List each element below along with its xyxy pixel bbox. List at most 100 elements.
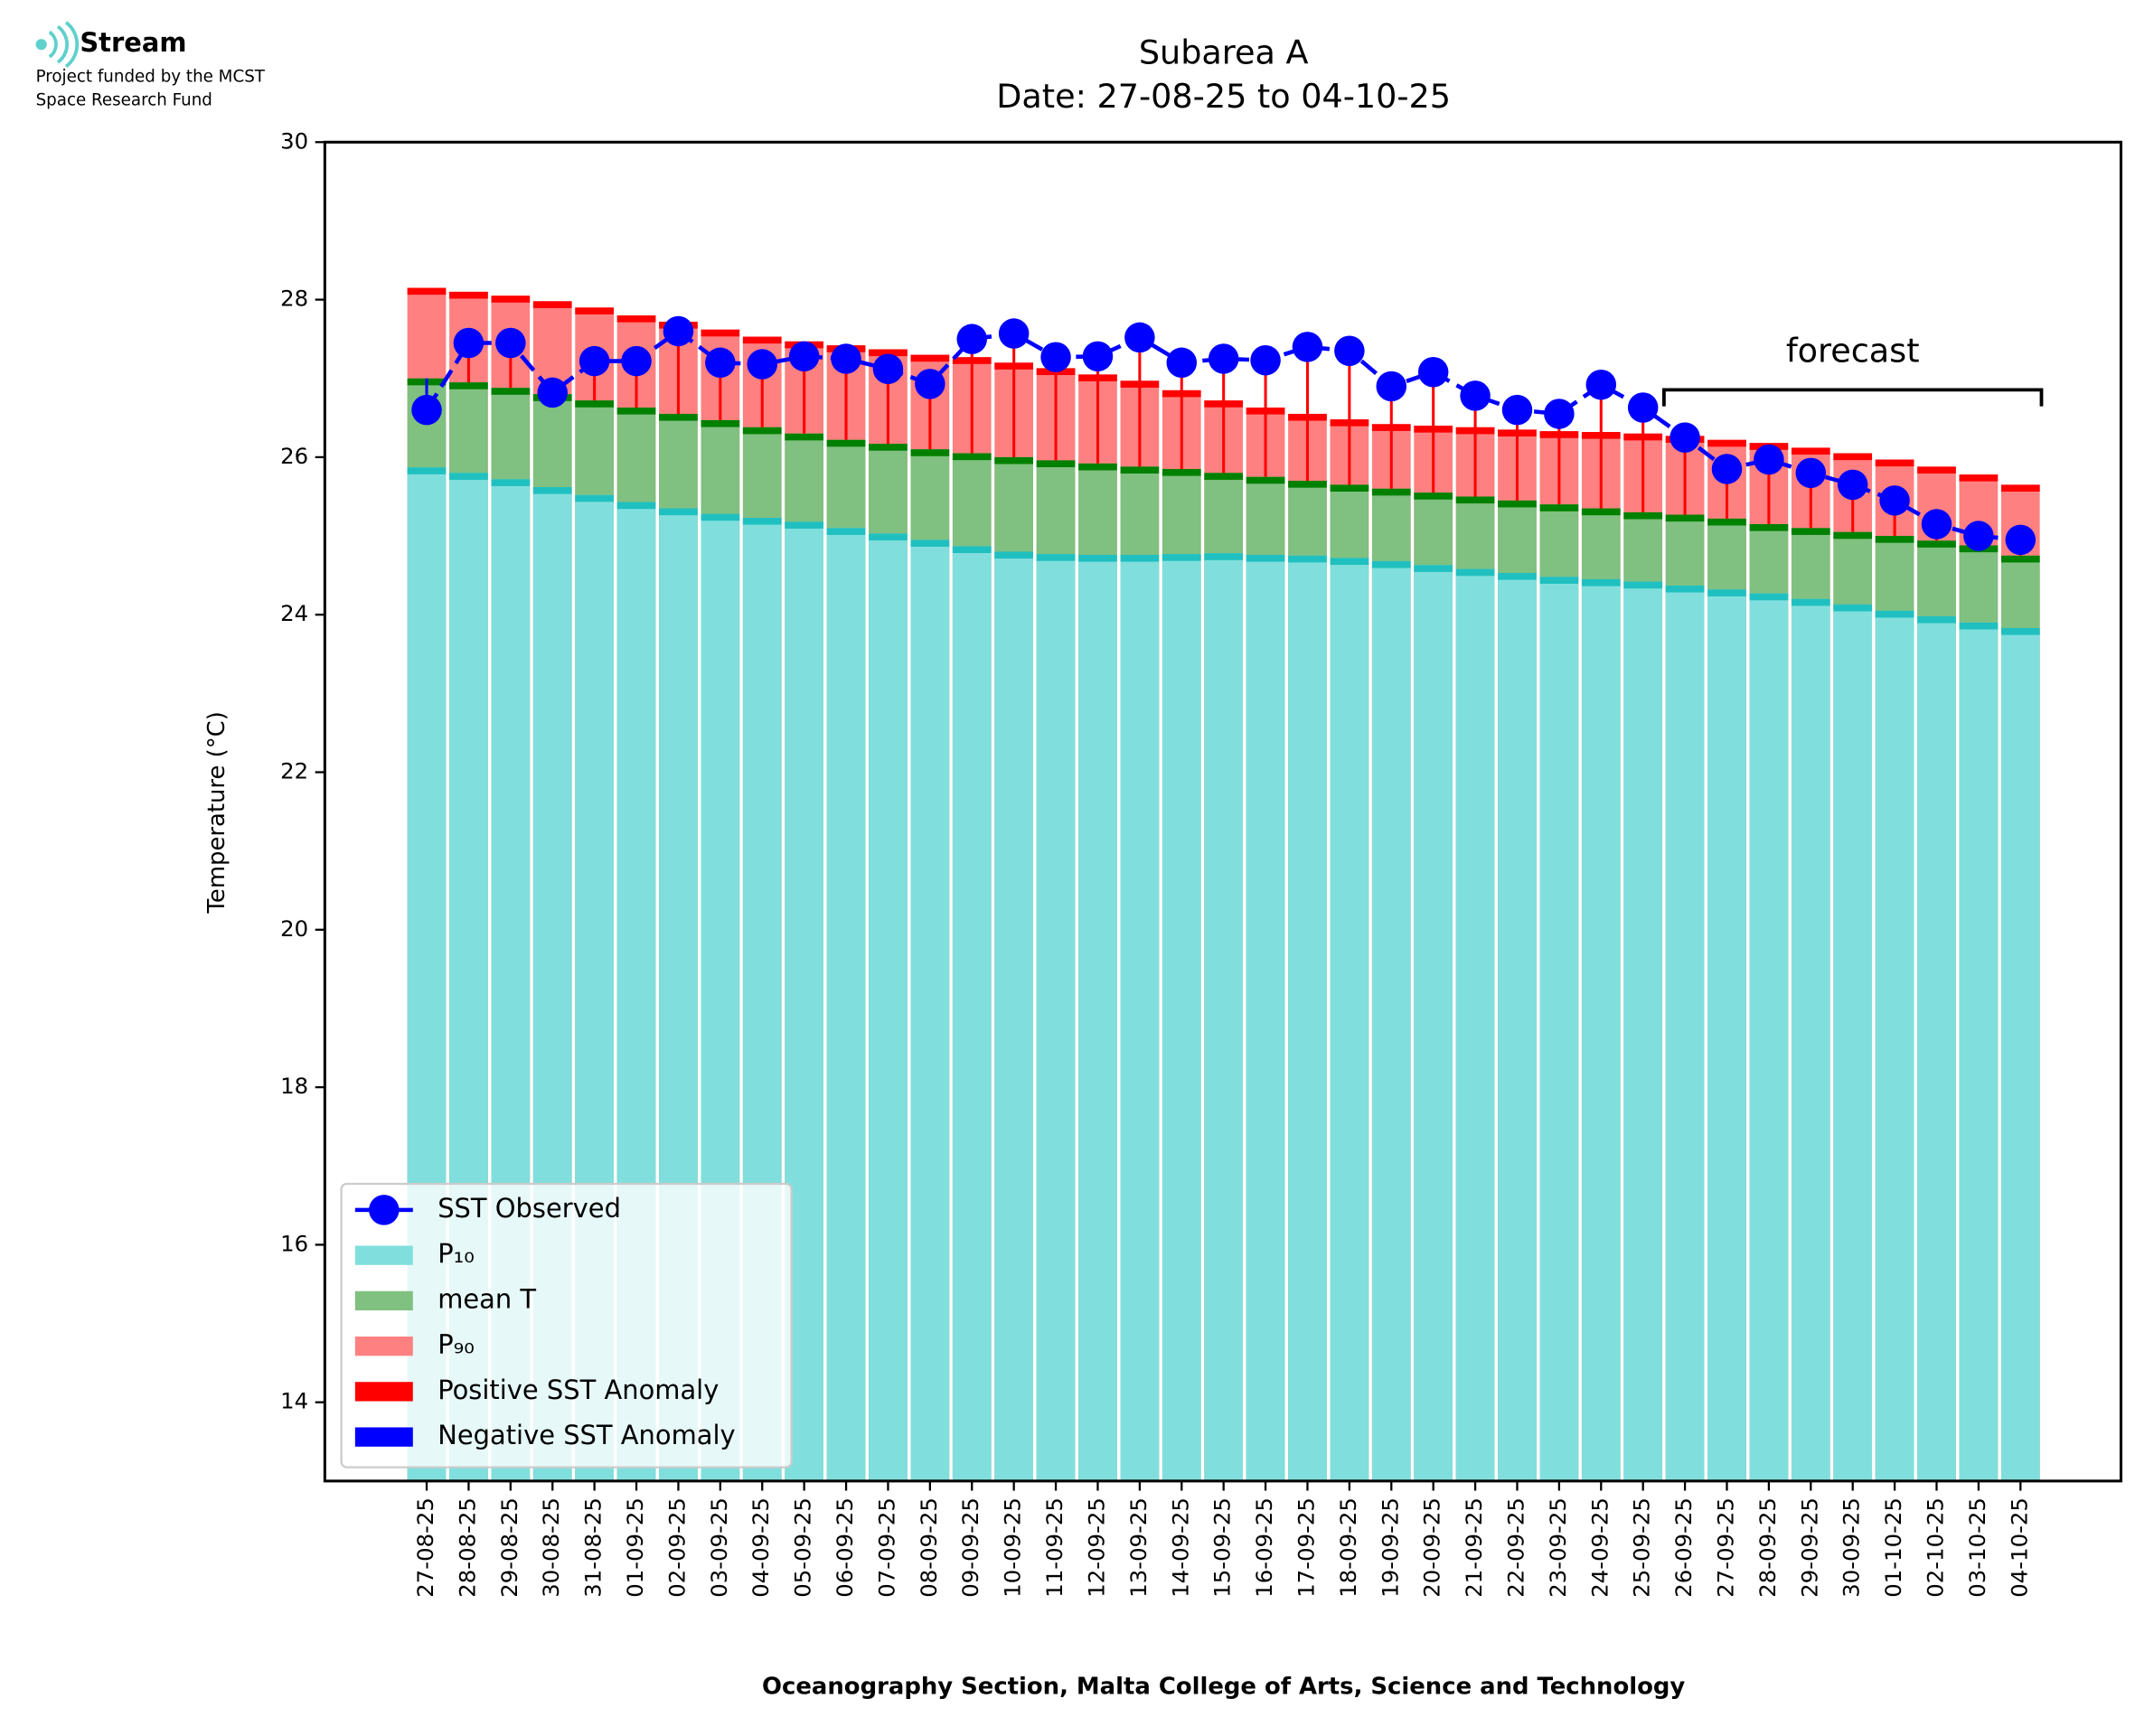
sst-marker [1082, 341, 1114, 372]
sst-marker [1795, 457, 1827, 489]
bar-edge [575, 494, 614, 502]
bar [1288, 555, 1327, 1481]
bar-edge [869, 349, 908, 357]
legend-swatch [354, 1382, 413, 1402]
bar-edge [1455, 496, 1495, 504]
bar-edge [532, 301, 572, 308]
bar [994, 551, 1034, 1481]
bar-edge [994, 551, 1034, 559]
bar-edge [1120, 466, 1160, 474]
bar [1330, 558, 1369, 1481]
sst-marker [1040, 342, 1071, 372]
sst-marker [1585, 369, 1617, 400]
sst-marker [1124, 322, 1155, 353]
x-tick-label: 27-08-25 [412, 1497, 438, 1598]
bar-edge [994, 456, 1034, 464]
bar-edge [1749, 593, 1789, 601]
bar-edge [1078, 554, 1117, 562]
bar [1414, 565, 1453, 1481]
bar-edge [2000, 628, 2040, 635]
y-tick-label: 20 [280, 915, 308, 942]
bar-edge [701, 513, 740, 521]
bar-edge [785, 521, 823, 529]
x-tick-label: 19-09-25 [1377, 1497, 1403, 1598]
bar-edge [1204, 553, 1244, 560]
x-tick-label: 02-10-25 [1922, 1497, 1948, 1598]
sst-marker [1837, 469, 1868, 501]
bar-edge [826, 439, 866, 447]
x-tick-label: 16-09-25 [1251, 1497, 1277, 1598]
x-tick-label: 21-09-25 [1461, 1497, 1487, 1598]
sst-marker [1501, 394, 1533, 426]
bar-edge [1959, 474, 1999, 482]
legend-label: mean T [437, 1283, 536, 1314]
bar-edge [1791, 528, 1830, 535]
bar-edge [1917, 615, 1956, 624]
sst-marker [956, 324, 988, 354]
x-tick-label: 03-10-25 [1964, 1497, 1990, 1598]
x-tick-label: 14-09-25 [1167, 1497, 1193, 1598]
bar-edge [1414, 565, 1453, 572]
sst-marker [1334, 335, 1365, 366]
sst-marker [788, 341, 820, 372]
legend-label: P₁₀ [437, 1238, 475, 1269]
x-tick-label: 05-09-25 [790, 1497, 816, 1598]
bar-edge [1665, 514, 1705, 522]
sst-marker [663, 315, 694, 347]
x-tick-label: 24-09-25 [1586, 1497, 1613, 1598]
bar-edge [1959, 622, 1999, 630]
bar [910, 540, 950, 1481]
bar-edge [1707, 439, 1746, 447]
bar [1917, 615, 1956, 1481]
bar [1707, 589, 1746, 1481]
x-tick-label: 27-09-25 [1712, 1497, 1738, 1598]
bar [1539, 577, 1579, 1481]
bar [869, 533, 908, 1481]
bar [1162, 554, 1201, 1481]
bar-edge [1833, 531, 1873, 540]
bar-edge [701, 329, 740, 337]
bar-edge [1288, 481, 1327, 488]
x-tick-label: 26-09-25 [1670, 1497, 1697, 1598]
bar [1498, 573, 1537, 1481]
bar [1665, 585, 1705, 1481]
bar-edge [1833, 604, 1873, 612]
sst-marker [621, 345, 652, 377]
y-tick-label: 14 [280, 1388, 308, 1414]
sst-marker [1376, 371, 1407, 402]
x-tick-label: 01-10-25 [1880, 1497, 1906, 1598]
bar-edge [659, 508, 698, 516]
bar-edge [449, 291, 488, 299]
x-tick-label: 07-09-25 [873, 1497, 899, 1598]
y-tick-label: 28 [280, 286, 308, 312]
logo-text: Space Research Fund [36, 91, 212, 110]
y-tick-label: 24 [280, 600, 308, 626]
logo-text: Project funded by the MCST [36, 68, 266, 87]
bar-edge [449, 382, 488, 389]
bar [826, 528, 866, 1481]
bar-edge [952, 546, 992, 553]
bar [1875, 610, 1914, 1481]
bar-edge [1539, 577, 1579, 584]
bar-edge [952, 453, 992, 461]
bar-edge [2000, 484, 2040, 493]
bar-edge [1498, 573, 1537, 580]
bar [1791, 598, 1830, 1481]
x-tick-label: 03-09-25 [706, 1497, 732, 1598]
bar [1036, 554, 1076, 1481]
bar [952, 546, 992, 1481]
bar-edge [742, 517, 782, 525]
x-tick-label: 31-08-25 [580, 1497, 607, 1598]
x-tick-label: 29-08-25 [496, 1497, 522, 1598]
bar-edge [1791, 447, 1830, 455]
x-tick-label: 20-09-25 [1419, 1497, 1445, 1598]
logo-name: Stream [80, 27, 186, 58]
sst-marker [1879, 485, 1910, 516]
bar-edge [659, 413, 698, 421]
bar [1455, 568, 1495, 1481]
bar-edge [1833, 453, 1873, 461]
bar-edge [616, 502, 656, 510]
sst-marker [411, 394, 442, 426]
bar-edge [1917, 466, 1956, 474]
